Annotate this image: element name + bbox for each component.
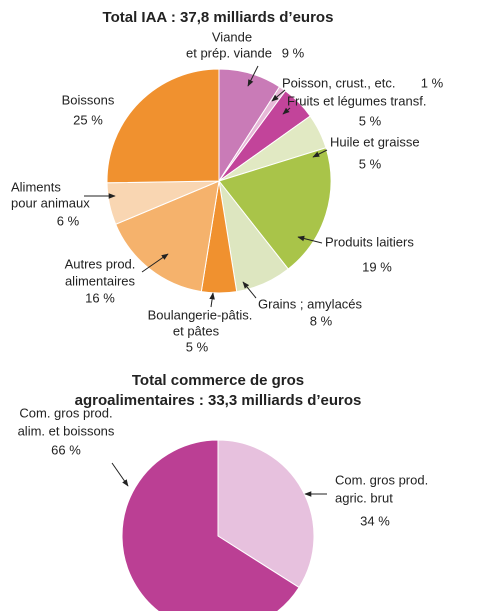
value-label: 5 % xyxy=(186,339,209,354)
slice-label: Viande xyxy=(212,29,252,44)
value-label: 34 % xyxy=(360,513,390,528)
slice-label: Boulangerie-pâtis. xyxy=(148,307,253,322)
pie-slice xyxy=(217,439,315,589)
leader-arrow xyxy=(247,65,259,87)
value-label: 8 % xyxy=(310,313,333,328)
slice-label: pour animaux xyxy=(11,195,90,210)
slice-label: et pâtes xyxy=(173,323,220,338)
value-label: 1 % xyxy=(421,75,444,90)
value-label: 25 % xyxy=(73,112,103,127)
value-label: 16 % xyxy=(85,290,115,305)
slice-label: alimentaires xyxy=(65,273,136,288)
value-label: 5 % xyxy=(359,156,382,171)
value-label: 9 % xyxy=(282,45,305,60)
chart-title: agroalimentaires : 33,3 milliards d’euro… xyxy=(75,392,362,409)
slice-label: Huile et graisse xyxy=(330,134,420,149)
leader-arrow xyxy=(282,107,291,115)
slice-label: Com. gros prod. xyxy=(335,472,428,487)
slice-label: Autres prod. xyxy=(65,256,136,271)
leader-arrow xyxy=(242,281,257,299)
slice-label: Produits laitiers xyxy=(325,234,414,249)
leader-arrow xyxy=(141,253,169,273)
slice-label: alim. et boissons xyxy=(18,423,115,438)
slice-label: Poisson, crust., etc. xyxy=(282,75,395,90)
leader-arrow xyxy=(297,235,323,244)
leader-arrow xyxy=(312,149,328,158)
leader-arrow xyxy=(209,292,215,308)
pie-slice xyxy=(106,68,220,184)
chart-title: Total commerce de gros xyxy=(132,372,304,389)
slice-label: agric. brut xyxy=(335,490,393,505)
value-label: 66 % xyxy=(51,442,81,457)
leader-arrow xyxy=(271,89,286,102)
value-label: 6 % xyxy=(57,213,80,228)
slice-label: Aliments xyxy=(11,179,61,194)
slice-label: Fruits et légumes transf. xyxy=(287,93,426,108)
value-label: 19 % xyxy=(362,259,392,274)
value-label: 5 % xyxy=(359,113,382,128)
slice-label: Boissons xyxy=(62,92,115,107)
leader-arrow xyxy=(111,462,129,487)
pie-slice xyxy=(121,439,300,611)
slice-label: Grains ; amylacés xyxy=(258,296,363,311)
slice-label: et prép. viande xyxy=(186,45,272,60)
slice-label: Com. gros prod. xyxy=(19,405,112,420)
pie-slice xyxy=(115,180,220,293)
chart-title: Total IAA : 37,8 milliards d’euros xyxy=(103,9,334,26)
